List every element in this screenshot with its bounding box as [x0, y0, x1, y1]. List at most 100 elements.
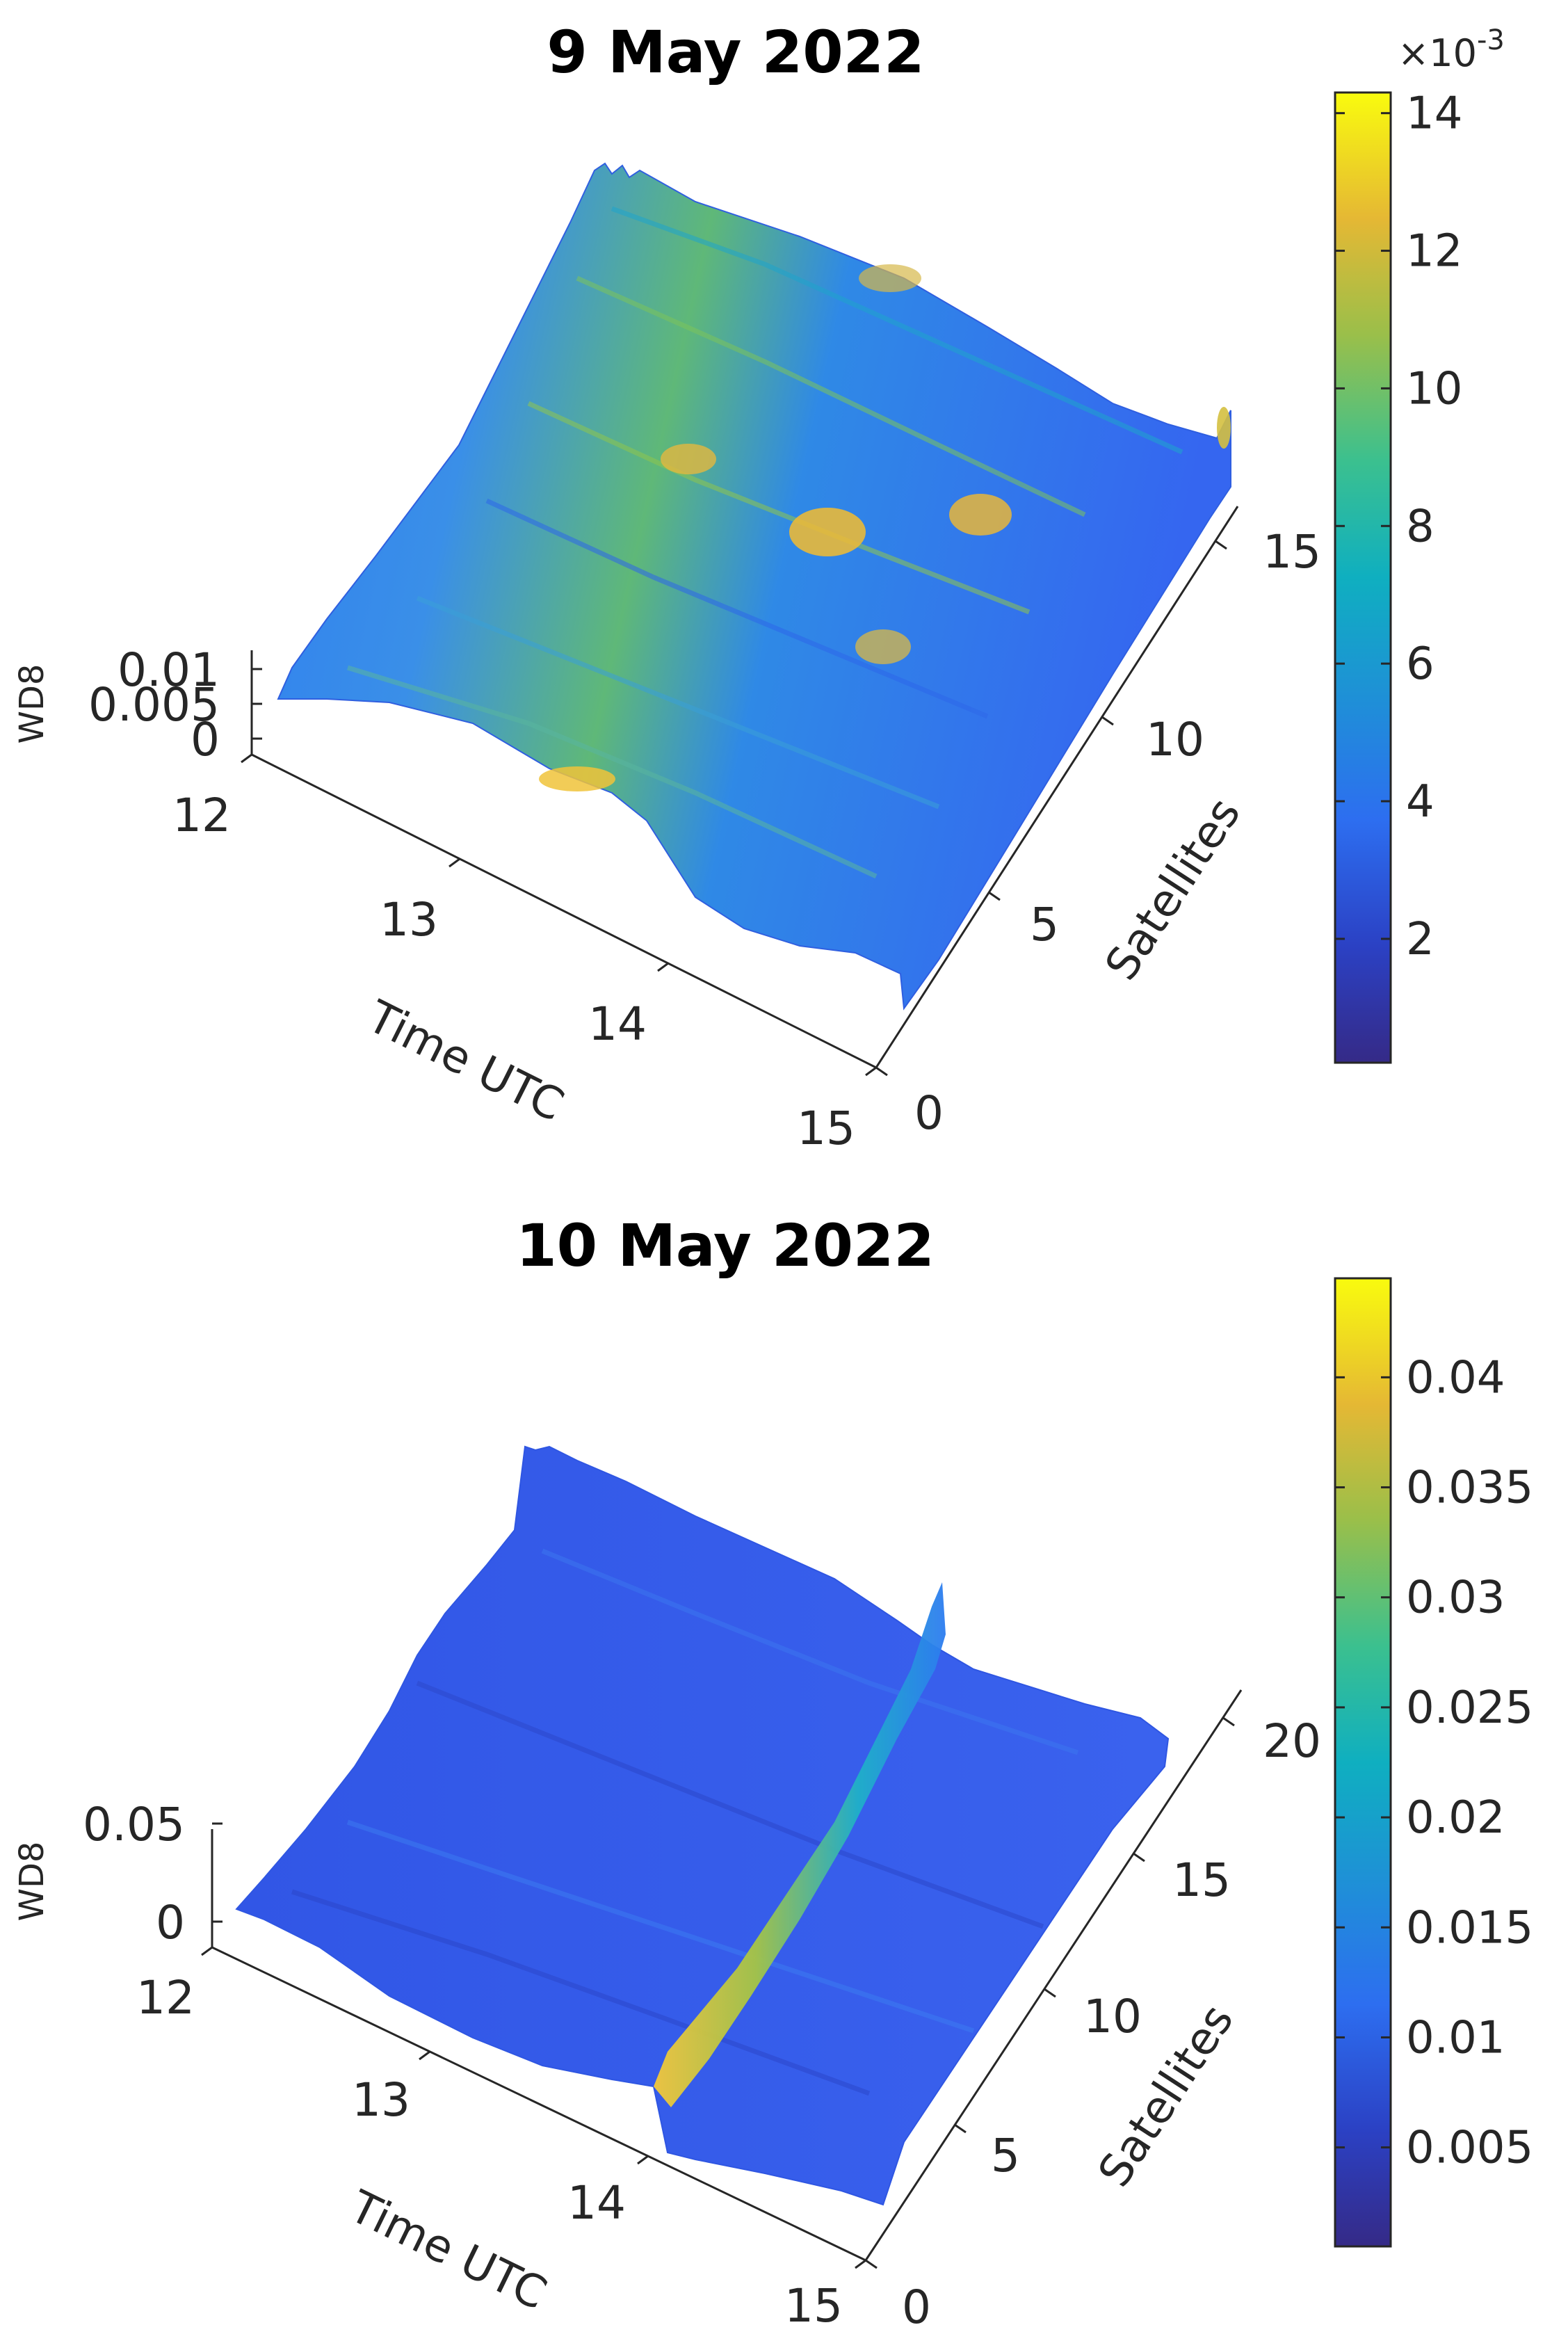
- y-tick-mark: [954, 2123, 967, 2134]
- z-axis-label-2: WD8: [13, 1842, 51, 1922]
- axes-2: [211, 1689, 1243, 2262]
- z-tick-labels-1: 0 0.005 0.01: [88, 643, 220, 766]
- y-tick-mark: [865, 2259, 878, 2269]
- y-ticks-1: [875, 540, 1227, 1077]
- z-tick-label: 0: [156, 1896, 185, 1949]
- colorbar-2-tick-labels: 0.005 0.01 0.015 0.02 0.025 0.03 0.035 0.04: [1406, 1352, 1533, 2173]
- surface-1-body: [277, 162, 1231, 1011]
- z-ticks-2: [212, 1822, 223, 1923]
- colorbar-2: 0.005 0.01 0.015 0.02 0.025 0.03 0.035 0.04: [1334, 1277, 1533, 2248]
- x-tick-mark: [201, 1946, 213, 1956]
- colorbar-tick-label: 10: [1406, 363, 1462, 415]
- colorbar-1-bar: [1334, 91, 1392, 1064]
- colorbar-tick-label: 12: [1406, 226, 1462, 277]
- z-tick-label: 0: [191, 713, 220, 766]
- x-tick-mark: [637, 2155, 649, 2165]
- x-tick-mark: [865, 1066, 877, 1077]
- x-tick-label: 12: [172, 789, 231, 842]
- y-tick-mark: [1215, 540, 1227, 550]
- surface-1-peak-g: [1217, 407, 1231, 449]
- y-tick-label: 15: [1263, 525, 1321, 579]
- z-axis-label-1: WD8: [13, 664, 51, 744]
- colorbar-tick-label: 8: [1406, 501, 1434, 552]
- surface-1-peak-f: [859, 264, 921, 292]
- y-tick-label: 0: [914, 1086, 944, 1140]
- colorbar-tick-label: 0.04: [1406, 1352, 1505, 1403]
- chart-title-2: 10 May 2022: [516, 1212, 935, 1280]
- axes-1: [250, 506, 1239, 1069]
- y-tick-mark: [1044, 1988, 1056, 1998]
- y-tick-mark: [1133, 1852, 1145, 1863]
- x-axis-1: [251, 753, 877, 1069]
- surface-2-ridge: [654, 1582, 946, 2107]
- x-tick-mark: [419, 2050, 430, 2061]
- y-tick-mark: [875, 1066, 888, 1077]
- surface-plot-2: [235, 1445, 1170, 2206]
- colorbar-1: 2 4 6 8 10 12 14 ×10-3: [1334, 24, 1505, 1064]
- surface-1-peak-b: [949, 494, 1012, 536]
- colorbar-1-exponent-base: ×10: [1398, 31, 1477, 75]
- surface-2-texture: [291, 1548, 1079, 2096]
- colorbar-tick-label: 0.02: [1406, 1792, 1505, 1844]
- colorbar-tick-label: 6: [1406, 638, 1434, 690]
- y-tick-label: 5: [991, 2129, 1020, 2182]
- y-tick-mark: [1101, 716, 1114, 726]
- y-ticks-2: [865, 1716, 1235, 2269]
- surface-1-peak-c: [661, 444, 716, 474]
- colorbar-tick-label: 14: [1406, 88, 1462, 140]
- colorbar-tick-label: 0.015: [1406, 1902, 1533, 1954]
- y-tick-mark: [988, 891, 1001, 901]
- y-tick-label: 10: [1083, 1990, 1142, 2043]
- y-tick-mark: [1222, 1716, 1235, 1727]
- x-tick-mark: [448, 858, 460, 868]
- x-tick-label: 15: [784, 2279, 843, 2333]
- y-tick-label: 5: [1030, 898, 1059, 951]
- colorbar-tick-label: 0.005: [1406, 2123, 1533, 2174]
- x-tick-labels-1: 12 13 14 15: [172, 789, 855, 1155]
- surface-1-peak-d: [855, 629, 911, 664]
- x-tick-mark: [657, 962, 669, 972]
- surface-1-peak-e: [539, 766, 615, 791]
- y-axis-label-1: Satellites: [1096, 789, 1251, 990]
- z-tick-labels-2: 0 0.05: [83, 1798, 185, 1949]
- colorbar-tick-label: 0.025: [1406, 1682, 1533, 1734]
- z-ticks-1: [252, 668, 262, 740]
- x-ticks-1: [241, 753, 877, 1077]
- surface-2-body: [235, 1445, 1170, 2206]
- surface-1-texture: [346, 206, 1183, 879]
- z-tick-label: 0.05: [83, 1798, 185, 1851]
- colorbar-tick-label: 0.01: [1406, 2012, 1505, 2064]
- surface-plot-1: [277, 162, 1231, 1011]
- x-tick-label: 14: [588, 997, 647, 1051]
- y-tick-labels-2: 0 5 10 15 20: [902, 1714, 1321, 2334]
- surface-1-highlights: [539, 264, 1231, 791]
- y-tick-label: 10: [1146, 713, 1204, 766]
- colorbar-1-tick-labels: 2 4 6 8 10 12 14: [1406, 88, 1462, 965]
- z-tick-label: 0.01: [118, 643, 220, 697]
- x-tick-label: 13: [352, 2073, 410, 2127]
- x-ticks-2: [201, 1946, 866, 2269]
- y-tick-labels-1: 0 5 10 15: [914, 525, 1321, 1140]
- colorbar-tick-label: 0.035: [1406, 1463, 1533, 1514]
- y-tick-label: 15: [1172, 1853, 1231, 1907]
- z-tick-label: 0.005: [88, 678, 220, 732]
- colorbar-2-ticks: [1335, 1376, 1391, 2149]
- x-tick-label: 13: [380, 893, 438, 947]
- colorbar-2-bar: [1334, 1277, 1392, 2248]
- x-axis-2: [211, 1946, 866, 2262]
- y-tick-label: 0: [902, 2280, 931, 2334]
- y-axis-1: [875, 506, 1239, 1068]
- colorbar-tick-label: 4: [1406, 776, 1434, 828]
- x-tick-mark: [855, 2259, 866, 2269]
- y-axis-2: [864, 1689, 1243, 2261]
- colorbar-1-exponent: ×10-3: [1398, 24, 1505, 75]
- colorbar-tick-label: 2: [1406, 914, 1434, 965]
- x-tick-label: 15: [797, 1102, 855, 1155]
- x-axis-label-2: Time UTC: [341, 2181, 554, 2320]
- colorbar-tick-label: 0.03: [1406, 1572, 1505, 1624]
- y-tick-label: 20: [1263, 1714, 1321, 1768]
- x-tick-label: 14: [567, 2176, 626, 2230]
- x-axis-label-1: Time UTC: [359, 991, 572, 1132]
- colorbar-1-exponent-power: -3: [1477, 24, 1505, 56]
